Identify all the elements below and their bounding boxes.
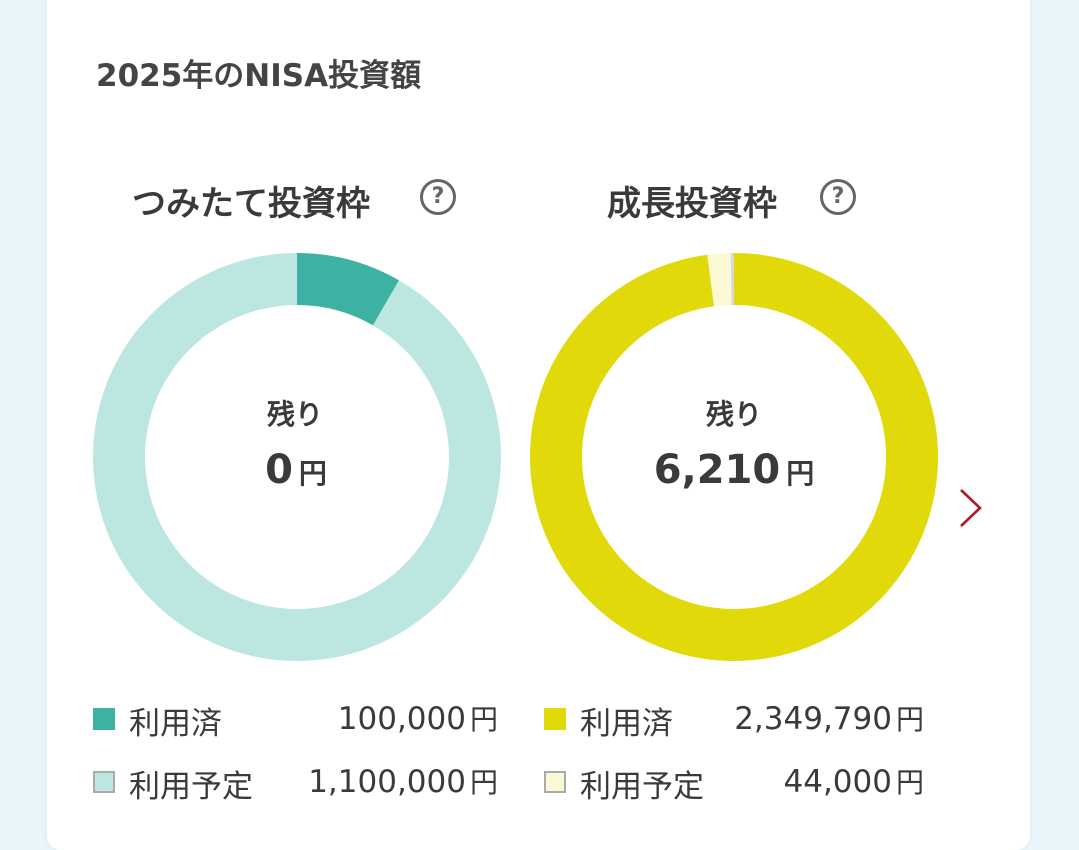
panel-title-tsumitate: つみたて投資枠 xyxy=(132,184,370,224)
legend-item-seicho-planned: 利用予定 44,000 円 xyxy=(544,761,925,805)
legend-swatch-light-teal xyxy=(93,771,115,793)
donut-slice-利用済 xyxy=(297,253,399,326)
legend-value: 1,100,000 円 xyxy=(308,761,498,801)
tsumitate-donut-chart xyxy=(92,253,502,661)
legend-swatch-teal xyxy=(93,708,115,730)
legend-label: 利用済 xyxy=(580,706,673,742)
legend-value: 44,000 円 xyxy=(784,761,925,801)
seicho-remaining-unit: 円 xyxy=(786,457,815,490)
seicho-help-icon[interactable]: ? xyxy=(820,179,856,215)
legend-label: 利用済 xyxy=(129,706,222,742)
legend-label: 利用予定 xyxy=(580,769,704,805)
tsumitate-remaining-value: 0 xyxy=(265,447,293,493)
donut-slice-利用予定 xyxy=(707,253,732,307)
donut-slice-残り xyxy=(730,253,734,306)
legend-value: 2,349,790 円 xyxy=(734,698,924,738)
legend-amount: 44,000 xyxy=(783,764,892,800)
legend-unit: 円 xyxy=(469,766,498,799)
tsumitate-remaining-unit: 円 xyxy=(298,457,327,490)
legend-item-seicho-used: 利用済 2,349,790 円 xyxy=(544,698,924,742)
legend-unit: 円 xyxy=(895,703,924,736)
legend-swatch-pale-yellow xyxy=(544,771,566,793)
legend-swatch-yellow xyxy=(544,708,566,730)
chevron-right-icon[interactable] xyxy=(956,487,984,529)
seicho-remaining-amount: 6,210 円 xyxy=(604,447,864,493)
legend-amount: 1,100,000 xyxy=(308,764,466,800)
seicho-donut-chart xyxy=(530,253,938,661)
panel-title-seicho: 成長投資枠 xyxy=(607,184,777,224)
legend-value: 100,000 円 xyxy=(338,698,498,738)
legend-unit: 円 xyxy=(895,766,924,799)
tsumitate-help-icon[interactable]: ? xyxy=(420,179,456,215)
seicho-remaining-label: 残り xyxy=(705,398,762,431)
seicho-remaining-value: 6,210 xyxy=(653,447,781,493)
legend-unit: 円 xyxy=(469,703,498,736)
legend-item-tsumitate-planned: 利用予定 1,100,000 円 xyxy=(93,761,498,805)
legend-label: 利用予定 xyxy=(129,769,253,805)
legend-amount: 100,000 xyxy=(337,701,466,737)
card-title: 2025年のNISA投資額 xyxy=(96,58,422,94)
legend-amount: 2,349,790 xyxy=(734,701,892,737)
legend-item-tsumitate-used: 利用済 100,000 円 xyxy=(93,698,498,742)
tsumitate-remaining-label: 残り xyxy=(266,398,323,431)
